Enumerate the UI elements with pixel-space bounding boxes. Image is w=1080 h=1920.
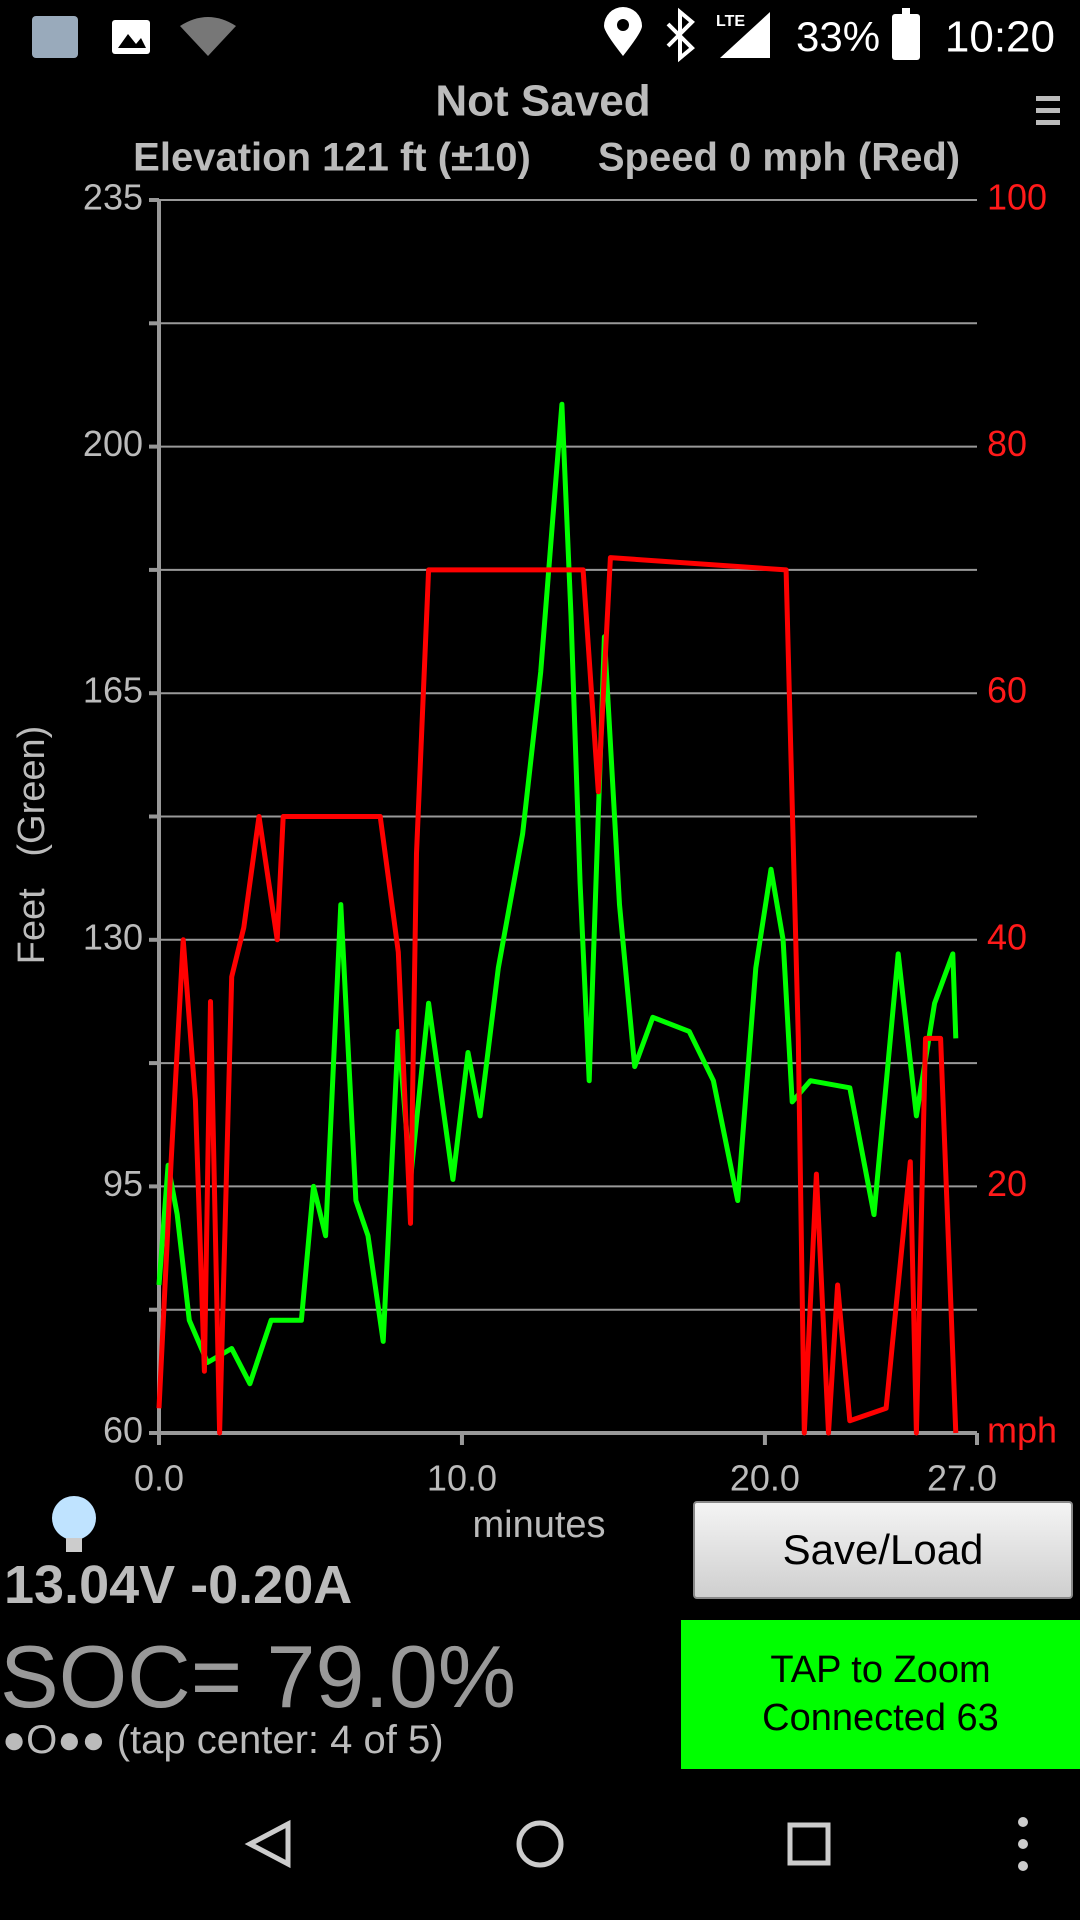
bulb-base: [66, 1538, 82, 1552]
soc-readout[interactable]: SOC= 79.0%: [0, 1627, 517, 1726]
back-button[interactable]: [244, 1819, 291, 1869]
y-tick-label: 200: [83, 423, 143, 464]
battery-icon: [892, 14, 920, 60]
wifi-icon: [180, 17, 236, 56]
app-icon: [32, 16, 78, 58]
y2-tick-label: 80: [987, 423, 1027, 464]
menu-bar: [1036, 108, 1060, 113]
y-tick-label: 165: [83, 670, 143, 711]
signal-icon: [720, 12, 770, 58]
gallery-mountain: [118, 34, 146, 48]
y-tick-label: 95: [103, 1163, 143, 1204]
battery-tip: [902, 8, 910, 16]
overflow-button[interactable]: [1018, 1817, 1028, 1871]
connection-label: Connected 63: [762, 1696, 999, 1739]
recents-button[interactable]: [787, 1822, 831, 1866]
y-tick-label: 60: [103, 1410, 143, 1451]
x-tick-label: 0.0: [134, 1458, 184, 1499]
y-tick-label: 130: [83, 916, 143, 957]
battery-percent: 33%: [796, 13, 880, 60]
series-line: [156, 555, 959, 1436]
location-icon: [604, 7, 642, 56]
y2-tick-label: mph: [987, 1410, 1057, 1451]
y2-tick-label: 60: [987, 670, 1027, 711]
chart-subtitle: Speed 0 mph (Red): [598, 136, 960, 180]
bulb-glass: [52, 1496, 96, 1540]
clock: 10:20: [945, 13, 1055, 62]
home-button[interactable]: [516, 1820, 564, 1868]
network-type: LTE: [716, 13, 745, 30]
chart-title: Not Saved: [435, 77, 650, 126]
y-tick-label: 235: [83, 177, 143, 218]
bulb-icon: [52, 1496, 96, 1552]
zoom-label: TAP to Zoom: [770, 1649, 991, 1691]
y2-tick-label: 100: [987, 177, 1047, 218]
status-bar: LTE 33% 10:20: [0, 0, 1080, 76]
x-tick-label: 20.0: [730, 1458, 800, 1499]
x-axis-label: minutes: [472, 1504, 605, 1546]
menu-bar: [1036, 96, 1060, 101]
series-line: [156, 401, 959, 1387]
electrical-readout: 13.04V -0.20A: [4, 1555, 353, 1615]
chart-subtitle: Elevation 121 ft (±10): [133, 136, 531, 180]
y2-tick-label: 40: [987, 916, 1027, 957]
menu-bar: [1036, 120, 1060, 125]
chart: Not Saved Elevation 121 ft (±10) Speed 0…: [11, 77, 1060, 1546]
y-axis-label: Feet (Green): [11, 726, 53, 965]
x-tick-label: 27.0: [927, 1458, 997, 1499]
menu-icon[interactable]: [1036, 96, 1060, 125]
gallery-icon: [112, 20, 150, 54]
x-tick-label: 10.0: [427, 1458, 497, 1499]
overflow-dot: [1018, 1817, 1028, 1827]
overflow-dot: [1018, 1839, 1028, 1849]
overflow-dot: [1018, 1861, 1028, 1871]
status-icons: LTE 33% 10:20: [32, 7, 1055, 63]
zoom-button[interactable]: TAP to Zoom Connected 63: [681, 1620, 1080, 1769]
page-hint: ●O●● (tap center: 4 of 5): [2, 1718, 444, 1762]
bluetooth-icon: [666, 7, 695, 63]
location-dot: [617, 19, 629, 31]
navigation-bar: [244, 1817, 1028, 1871]
y2-tick-label: 20: [987, 1163, 1027, 1204]
save-load-button[interactable]: Save/Load: [693, 1501, 1073, 1599]
